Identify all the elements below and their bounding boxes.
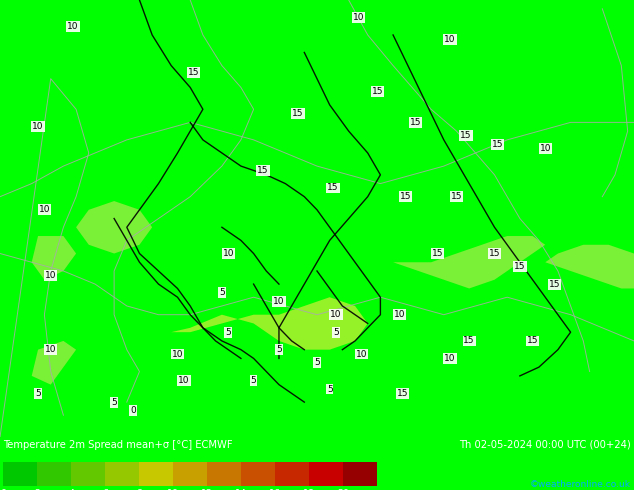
Text: 14: 14 xyxy=(235,489,247,490)
Text: Temperature 2m Spread mean+σ [°C] ECMWF: Temperature 2m Spread mean+σ [°C] ECMWF xyxy=(3,440,233,450)
Text: 4: 4 xyxy=(68,489,74,490)
Text: ©weatheronline.co.uk: ©weatheronline.co.uk xyxy=(530,480,631,489)
Text: 5: 5 xyxy=(111,397,117,407)
Text: 15: 15 xyxy=(410,118,421,127)
Bar xyxy=(207,463,241,486)
Text: 0: 0 xyxy=(0,489,6,490)
Bar xyxy=(173,463,207,486)
Text: 10: 10 xyxy=(273,297,285,306)
Text: 10: 10 xyxy=(353,13,364,22)
Polygon shape xyxy=(32,236,76,280)
Bar xyxy=(105,463,139,486)
Text: 5: 5 xyxy=(314,358,320,368)
Text: Th 02-05-2024 00:00 UTC (00+24): Th 02-05-2024 00:00 UTC (00+24) xyxy=(459,440,631,450)
Text: 15: 15 xyxy=(188,68,199,76)
Polygon shape xyxy=(171,297,368,350)
Text: 15: 15 xyxy=(372,87,383,97)
Text: 10: 10 xyxy=(178,376,190,385)
Text: 10: 10 xyxy=(223,249,234,258)
Text: 10: 10 xyxy=(172,349,183,359)
Bar xyxy=(139,463,173,486)
Text: 15: 15 xyxy=(549,280,560,289)
Polygon shape xyxy=(545,245,634,289)
Text: 10: 10 xyxy=(330,310,342,319)
Text: 5: 5 xyxy=(333,328,339,337)
Text: 12: 12 xyxy=(201,489,213,490)
Text: 5: 5 xyxy=(327,385,333,393)
Text: 10: 10 xyxy=(39,205,50,214)
Text: 5: 5 xyxy=(276,345,282,354)
Text: 5: 5 xyxy=(219,288,225,297)
Text: 8: 8 xyxy=(136,489,142,490)
Text: 15: 15 xyxy=(400,192,411,201)
Polygon shape xyxy=(32,341,76,385)
Text: 15: 15 xyxy=(527,337,538,345)
Text: 15: 15 xyxy=(292,109,304,118)
Text: 5: 5 xyxy=(250,376,257,385)
Bar xyxy=(343,463,377,486)
Text: 15: 15 xyxy=(514,262,526,271)
Text: 10: 10 xyxy=(45,271,56,280)
Text: 15: 15 xyxy=(432,249,443,258)
Text: 10: 10 xyxy=(32,122,44,131)
Text: 10: 10 xyxy=(167,489,179,490)
Text: 16: 16 xyxy=(269,489,281,490)
Text: 10: 10 xyxy=(540,144,551,153)
Polygon shape xyxy=(393,236,545,289)
Text: 5: 5 xyxy=(35,389,41,398)
Text: 10: 10 xyxy=(356,349,367,359)
Text: 15: 15 xyxy=(460,131,472,140)
Text: 5: 5 xyxy=(225,328,231,337)
Text: 15: 15 xyxy=(451,192,462,201)
Bar xyxy=(71,463,105,486)
Text: 15: 15 xyxy=(397,389,408,398)
Text: 2: 2 xyxy=(34,489,40,490)
Text: 15: 15 xyxy=(463,337,475,345)
Bar xyxy=(275,463,309,486)
Text: 10: 10 xyxy=(67,22,79,31)
Text: 6: 6 xyxy=(102,489,108,490)
Text: 10: 10 xyxy=(394,310,405,319)
Text: 10: 10 xyxy=(444,35,456,44)
Text: 15: 15 xyxy=(492,140,503,149)
Text: 15: 15 xyxy=(327,183,339,193)
Text: 10: 10 xyxy=(444,354,456,363)
Text: 10: 10 xyxy=(45,345,56,354)
Bar xyxy=(309,463,343,486)
Bar xyxy=(3,463,37,486)
Text: 0: 0 xyxy=(130,406,136,416)
Polygon shape xyxy=(76,201,152,253)
Text: 15: 15 xyxy=(257,166,269,175)
Text: 20: 20 xyxy=(337,489,349,490)
Text: 18: 18 xyxy=(303,489,315,490)
Bar xyxy=(37,463,71,486)
Bar xyxy=(241,463,275,486)
Text: 15: 15 xyxy=(489,249,500,258)
